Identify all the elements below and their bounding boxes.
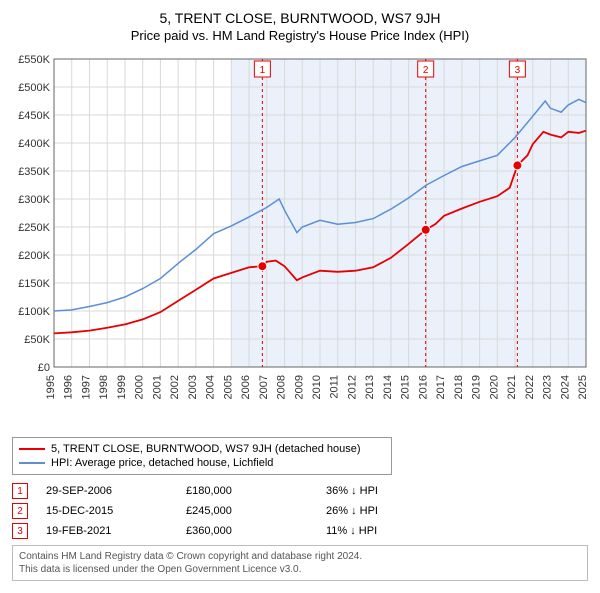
svg-text:2007: 2007 (258, 375, 270, 399)
marker-date-1: 29-SEP-2006 (46, 485, 186, 497)
svg-text:2020: 2020 (488, 375, 500, 399)
markers-table: 1 29-SEP-2006 £180,000 36% ↓ HPI 2 15-DE… (12, 481, 588, 541)
svg-text:2005: 2005 (222, 375, 234, 399)
svg-text:2003: 2003 (187, 375, 199, 399)
svg-text:£500K: £500K (18, 82, 50, 94)
footer: Contains HM Land Registry data © Crown c… (12, 545, 588, 581)
marker-badge-3: 3 (12, 523, 28, 539)
svg-text:3: 3 (515, 65, 521, 76)
svg-text:2: 2 (423, 65, 429, 76)
svg-text:2009: 2009 (293, 375, 305, 399)
svg-text:£400K: £400K (18, 138, 50, 150)
marker-date-3: 19-FEB-2021 (46, 525, 186, 537)
svg-text:£150K: £150K (18, 278, 50, 290)
marker-hpi-3: 11% ↓ HPI (326, 525, 446, 537)
footer-line2: This data is licensed under the Open Gov… (19, 563, 581, 576)
marker-price-1: £180,000 (186, 485, 326, 497)
svg-text:2025: 2025 (577, 375, 589, 399)
svg-text:2018: 2018 (453, 375, 465, 399)
chart-container: 5, TRENT CLOSE, BURNTWOOD, WS7 9JH Price… (0, 0, 600, 593)
svg-text:2008: 2008 (276, 375, 288, 399)
footer-line1: Contains HM Land Registry data © Crown c… (19, 550, 581, 563)
legend-item-red: 5, TRENT CLOSE, BURNTWOOD, WS7 9JH (deta… (19, 442, 385, 456)
svg-text:2006: 2006 (240, 375, 252, 399)
svg-text:2015: 2015 (400, 375, 412, 399)
svg-text:2011: 2011 (329, 375, 341, 399)
legend-item-blue: HPI: Average price, detached house, Lich… (19, 456, 385, 470)
svg-text:2010: 2010 (311, 375, 323, 399)
svg-text:2022: 2022 (524, 375, 536, 399)
marker-row-2: 2 15-DEC-2015 £245,000 26% ↓ HPI (12, 501, 588, 521)
svg-text:2021: 2021 (506, 375, 518, 399)
marker-badge-1: 1 (12, 483, 28, 499)
legend: 5, TRENT CLOSE, BURNTWOOD, WS7 9JH (deta… (12, 437, 392, 475)
svg-text:1995: 1995 (45, 375, 57, 399)
svg-text:2004: 2004 (205, 375, 217, 399)
svg-text:2019: 2019 (471, 375, 483, 399)
svg-text:£450K: £450K (18, 110, 50, 122)
svg-text:2002: 2002 (169, 375, 181, 399)
chart-svg: £0 £50K £100K £150K £200K £250K £300K £350K £400… (6, 51, 594, 429)
marker-row-3: 3 19-FEB-2021 £360,000 11% ↓ HPI (12, 521, 588, 541)
marker-date-2: 15-DEC-2015 (46, 505, 186, 517)
marker-hpi-1: 36% ↓ HPI (326, 485, 446, 497)
legend-swatch-blue (19, 462, 45, 464)
svg-text:£200K: £200K (18, 250, 50, 262)
chart-subtitle: Price paid vs. HM Land Registry's House … (6, 28, 594, 43)
svg-text:1998: 1998 (98, 375, 110, 399)
marker-row-1: 1 29-SEP-2006 £180,000 36% ↓ HPI (12, 481, 588, 501)
marker-badge-2: 2 (12, 503, 28, 519)
marker-hpi-2: 26% ↓ HPI (326, 505, 446, 517)
svg-text:2017: 2017 (435, 375, 447, 399)
legend-label-red: 5, TRENT CLOSE, BURNTWOOD, WS7 9JH (deta… (51, 443, 361, 455)
legend-swatch-red (19, 448, 45, 450)
svg-text:£550K: £550K (18, 54, 50, 66)
marker-price-3: £360,000 (186, 525, 326, 537)
svg-text:£250K: £250K (18, 222, 50, 234)
svg-text:2016: 2016 (417, 375, 429, 399)
svg-text:2014: 2014 (382, 375, 394, 399)
svg-text:£50K: £50K (24, 334, 50, 346)
svg-text:£100K: £100K (18, 306, 50, 318)
svg-text:2012: 2012 (346, 375, 358, 399)
chart-plot: £0 £50K £100K £150K £200K £250K £300K £350K £400… (6, 51, 594, 429)
svg-text:2024: 2024 (559, 375, 571, 399)
svg-text:£0: £0 (38, 362, 50, 374)
legend-label-blue: HPI: Average price, detached house, Lich… (51, 457, 273, 469)
svg-text:1: 1 (260, 65, 266, 76)
svg-text:2013: 2013 (364, 375, 376, 399)
svg-text:1999: 1999 (116, 375, 128, 399)
svg-text:£350K: £350K (18, 166, 50, 178)
svg-text:1996: 1996 (63, 375, 75, 399)
svg-text:1997: 1997 (80, 375, 92, 399)
chart-title: 5, TRENT CLOSE, BURNTWOOD, WS7 9JH (6, 10, 594, 26)
svg-text:2000: 2000 (134, 375, 146, 399)
svg-text:2001: 2001 (151, 375, 163, 399)
marker-price-2: £245,000 (186, 505, 326, 517)
svg-text:2023: 2023 (542, 375, 554, 399)
svg-text:£300K: £300K (18, 194, 50, 206)
